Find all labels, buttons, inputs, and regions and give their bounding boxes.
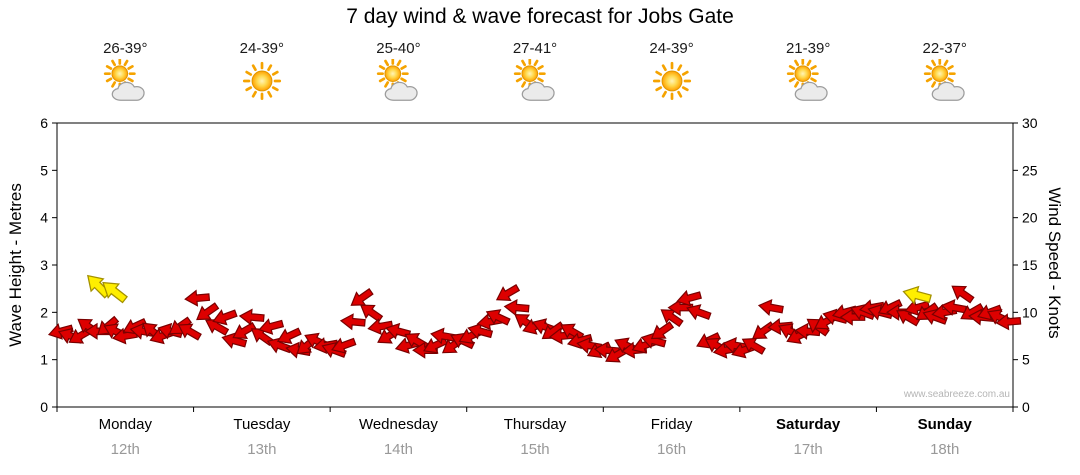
wind-arrow (367, 318, 394, 336)
gust-arrow (902, 285, 932, 305)
gust-arrow (102, 281, 128, 304)
knots-tick-label: 0 (1022, 399, 1030, 415)
wind-arrow (676, 289, 702, 307)
wind-arrow (757, 299, 784, 317)
wind-arrow (331, 337, 357, 354)
wave-tick-label: 6 (40, 115, 48, 131)
wind-arrow (650, 321, 675, 340)
wave-tick-label: 1 (40, 352, 48, 368)
wave-tick-label: 2 (40, 304, 48, 320)
knots-tick-label: 10 (1022, 304, 1038, 320)
wind-arrow (258, 318, 285, 335)
wind-arrow (467, 322, 494, 340)
chart-title: 7 day wind & wave forecast for Jobs Gate (346, 5, 734, 28)
watermark: www.seabreeze.com.au (903, 389, 1010, 400)
wind-arrow (221, 332, 248, 349)
wind-arrow (640, 332, 667, 349)
wind-arrow (951, 285, 975, 304)
wind-arrow (741, 337, 766, 355)
plot-border (56, 122, 1014, 408)
wind-arrow (430, 327, 457, 345)
right-axis-title: Wind Speed - Knots (1045, 187, 1064, 339)
wind-arrow (205, 318, 230, 336)
wind-arrow (177, 323, 202, 341)
knots-tick-label: 20 (1022, 210, 1038, 226)
knots-tick-label: 5 (1022, 352, 1030, 368)
wind-arrow (184, 289, 211, 307)
wind-arrow (350, 288, 374, 306)
wind-arrow (339, 313, 366, 331)
wave-tick-label: 3 (40, 257, 48, 273)
wave-tick-label: 0 (40, 399, 48, 415)
wind-arrow (751, 321, 776, 340)
wind-arrow (995, 313, 1022, 331)
knots-tick-label: 15 (1022, 257, 1038, 273)
wind-arrow (495, 284, 521, 302)
wind-arrow (266, 337, 293, 354)
wind-arrow (276, 327, 302, 344)
wind-arrow (196, 302, 220, 321)
left-axis-title: Wave Height - Metres (6, 183, 25, 347)
wave-tick-label: 4 (40, 210, 48, 226)
wind-arrow (503, 298, 530, 317)
wind-arrow (940, 299, 967, 317)
wind-arrow (485, 309, 511, 326)
wind-arrow (660, 309, 684, 328)
wind-arrow (904, 299, 931, 317)
wave-tick-label: 5 (40, 162, 48, 178)
wind-arrow (238, 308, 265, 326)
wind-arrow (686, 304, 712, 321)
knots-tick-label: 25 (1022, 162, 1038, 178)
wind-arrow (212, 309, 238, 326)
wind-arrow (359, 304, 384, 323)
wind-arrow (385, 322, 412, 340)
knots-tick-label: 30 (1022, 115, 1038, 131)
